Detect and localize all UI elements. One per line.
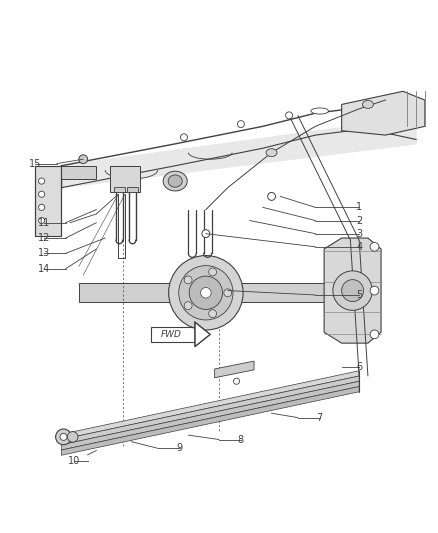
- Text: 9: 9: [177, 443, 183, 453]
- Circle shape: [342, 280, 364, 302]
- Circle shape: [169, 255, 243, 330]
- Polygon shape: [61, 166, 96, 179]
- Circle shape: [189, 276, 223, 310]
- Circle shape: [60, 433, 67, 440]
- FancyBboxPatch shape: [114, 187, 125, 192]
- Circle shape: [39, 204, 45, 211]
- Circle shape: [56, 429, 71, 445]
- Text: 4: 4: [356, 242, 362, 252]
- Polygon shape: [79, 283, 173, 302]
- Circle shape: [370, 286, 379, 295]
- Circle shape: [39, 191, 45, 197]
- Polygon shape: [239, 283, 350, 302]
- Circle shape: [333, 271, 372, 310]
- Text: 5: 5: [356, 290, 362, 300]
- Text: 1: 1: [356, 203, 362, 212]
- Text: 15: 15: [29, 159, 41, 168]
- Text: 2: 2: [356, 215, 362, 225]
- Text: FWD: FWD: [160, 330, 181, 339]
- Text: 3: 3: [356, 229, 362, 239]
- Polygon shape: [61, 118, 416, 188]
- Circle shape: [184, 276, 192, 284]
- Polygon shape: [215, 361, 254, 378]
- Circle shape: [179, 265, 233, 320]
- Text: 11: 11: [38, 217, 50, 228]
- Text: 10: 10: [68, 456, 81, 466]
- Circle shape: [184, 302, 192, 310]
- Text: 12: 12: [38, 233, 50, 243]
- Circle shape: [208, 310, 216, 318]
- Circle shape: [79, 155, 88, 164]
- Circle shape: [208, 268, 216, 276]
- Text: 8: 8: [238, 434, 244, 445]
- Circle shape: [180, 134, 187, 141]
- Circle shape: [370, 330, 379, 339]
- Circle shape: [39, 178, 45, 184]
- Circle shape: [370, 243, 379, 251]
- Polygon shape: [195, 322, 210, 346]
- Circle shape: [286, 112, 293, 119]
- Circle shape: [39, 217, 45, 223]
- Polygon shape: [342, 91, 425, 135]
- Circle shape: [201, 287, 211, 298]
- FancyBboxPatch shape: [127, 187, 138, 192]
- Polygon shape: [61, 376, 359, 445]
- Text: 7: 7: [317, 413, 323, 423]
- Text: 6: 6: [356, 362, 362, 372]
- Ellipse shape: [311, 108, 328, 114]
- Circle shape: [67, 432, 78, 442]
- Polygon shape: [35, 166, 61, 236]
- Circle shape: [202, 230, 210, 238]
- Text: 14: 14: [38, 264, 50, 273]
- Ellipse shape: [168, 175, 182, 187]
- Polygon shape: [61, 371, 359, 440]
- Circle shape: [233, 378, 240, 384]
- Circle shape: [237, 120, 244, 128]
- Ellipse shape: [266, 149, 277, 157]
- Polygon shape: [324, 238, 381, 343]
- Ellipse shape: [362, 101, 373, 108]
- Circle shape: [268, 192, 276, 200]
- Polygon shape: [110, 166, 140, 192]
- Polygon shape: [61, 381, 359, 450]
- Text: 13: 13: [38, 248, 50, 259]
- Circle shape: [224, 289, 232, 297]
- Polygon shape: [61, 386, 359, 455]
- Ellipse shape: [163, 171, 187, 191]
